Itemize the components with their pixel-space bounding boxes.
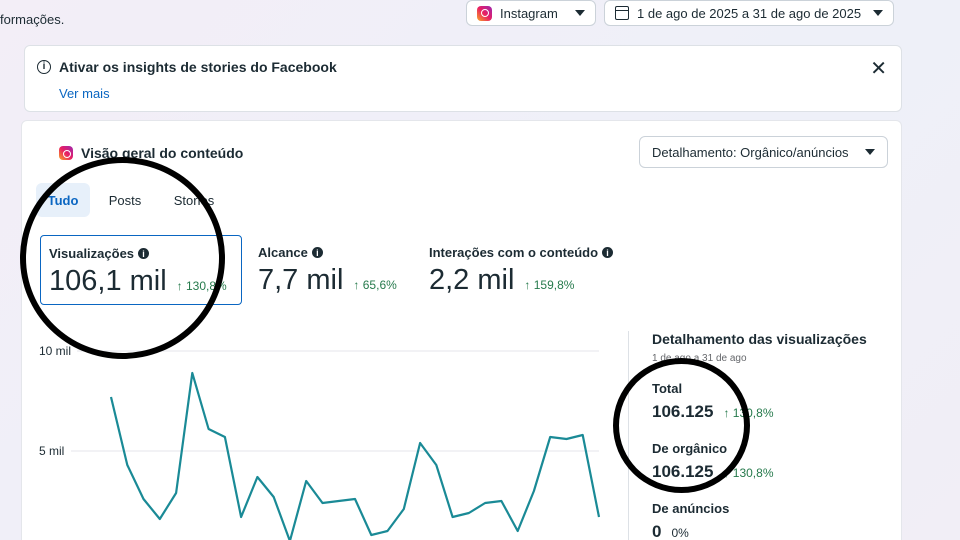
tab-stories[interactable]: Stories	[173, 192, 215, 208]
header-partial-text: formações.	[0, 12, 65, 27]
breakdown-subtitle: 1 de ago a 31 de ago	[652, 353, 747, 364]
ads-section: De anúncios 0 0%	[652, 501, 729, 540]
instagram-icon	[477, 5, 492, 21]
info-icon[interactable]: i	[602, 247, 614, 258]
banner-title: Ativar os insights de stories do Faceboo…	[59, 59, 337, 75]
total-section: Total 106.125 ↑ 130,8%	[652, 381, 774, 422]
organic-section: De orgânico 106.125 ↑ 130,8%	[652, 441, 774, 482]
organic-delta: ↑ 130,8%	[723, 466, 774, 480]
caret-down-icon	[873, 10, 883, 16]
card-title: Visão geral do conteúdo	[59, 145, 243, 161]
metric-delta: ↑ 65,6%	[353, 278, 397, 292]
caret-down-icon	[575, 10, 585, 16]
metric-value: 2,2 mil	[429, 264, 515, 296]
metric-views[interactable]: Visualizações i 106,1 mil ↑ 130,8%	[40, 235, 242, 305]
tab-all[interactable]: Tudo	[36, 183, 90, 217]
info-icon[interactable]: i	[138, 248, 150, 259]
metric-value: 106,1 mil	[49, 265, 167, 297]
info-icon: i	[37, 60, 51, 74]
content-overview-card: Visão geral do conteúdo Detalhamento: Or…	[21, 120, 902, 540]
metric-label: Interações com o conteúdo	[429, 245, 599, 260]
organic-label: De orgânico	[652, 441, 728, 456]
stories-insights-banner: i Ativar os insights de stories do Faceb…	[24, 45, 902, 112]
date-range-selector[interactable]: 1 de ago de 2025 a 31 de ago de 2025	[604, 0, 894, 26]
metric-label: Visualizações	[49, 246, 135, 261]
ads-value: 0	[652, 522, 662, 540]
tick-label-bg	[37, 443, 71, 457]
see-more-link[interactable]: Ver mais	[59, 86, 110, 101]
close-icon[interactable]: ✕	[870, 58, 887, 80]
metric-value: 7,7 mil	[258, 264, 344, 296]
metric-delta: ↑ 130,8%	[176, 279, 227, 293]
instagram-icon	[59, 146, 73, 160]
ads-label: De anúncios	[652, 501, 730, 516]
calendar-icon	[615, 6, 629, 20]
y-tick-label: 10 mil	[39, 344, 71, 358]
divider	[628, 331, 629, 540]
platform-label: Instagram	[500, 5, 558, 21]
platform-selector[interactable]: Instagram	[466, 0, 596, 26]
breakdown-title: Detalhamento das visualizações	[652, 331, 867, 347]
total-value: 106.125	[652, 402, 714, 421]
series-line-views	[109, 371, 601, 540]
tab-posts[interactable]: Posts	[108, 192, 142, 208]
metric-label: Alcance	[258, 245, 308, 260]
metric-interactions[interactable]: Interações com o conteúdo i 2,2 mil ↑ 159,…	[421, 235, 641, 305]
metric-delta: ↑ 159,8%	[524, 278, 575, 292]
date-range-label: 1 de ago de 2025 a 31 de ago de 2025	[637, 5, 862, 21]
organic-value: 106.125	[652, 462, 714, 481]
card-title-text: Visão geral do conteúdo	[81, 145, 244, 161]
ads-delta: 0%	[671, 526, 689, 540]
y-tick-label: 5 mil	[39, 444, 64, 458]
total-delta: ↑ 130,8%	[723, 406, 774, 420]
views-line-chart: 10 mil 5 mil	[37, 343, 601, 540]
breakdown-dropdown[interactable]: Detalhamento: Orgânico/anúncios	[639, 136, 888, 168]
total-label: Total	[652, 381, 683, 396]
breakdown-dropdown-label: Detalhamento: Orgânico/anúncios	[652, 144, 849, 160]
info-icon[interactable]: i	[311, 247, 323, 258]
metric-reach[interactable]: Alcance i 7,7 mil ↑ 65,6%	[250, 235, 420, 305]
caret-down-icon	[865, 149, 875, 155]
